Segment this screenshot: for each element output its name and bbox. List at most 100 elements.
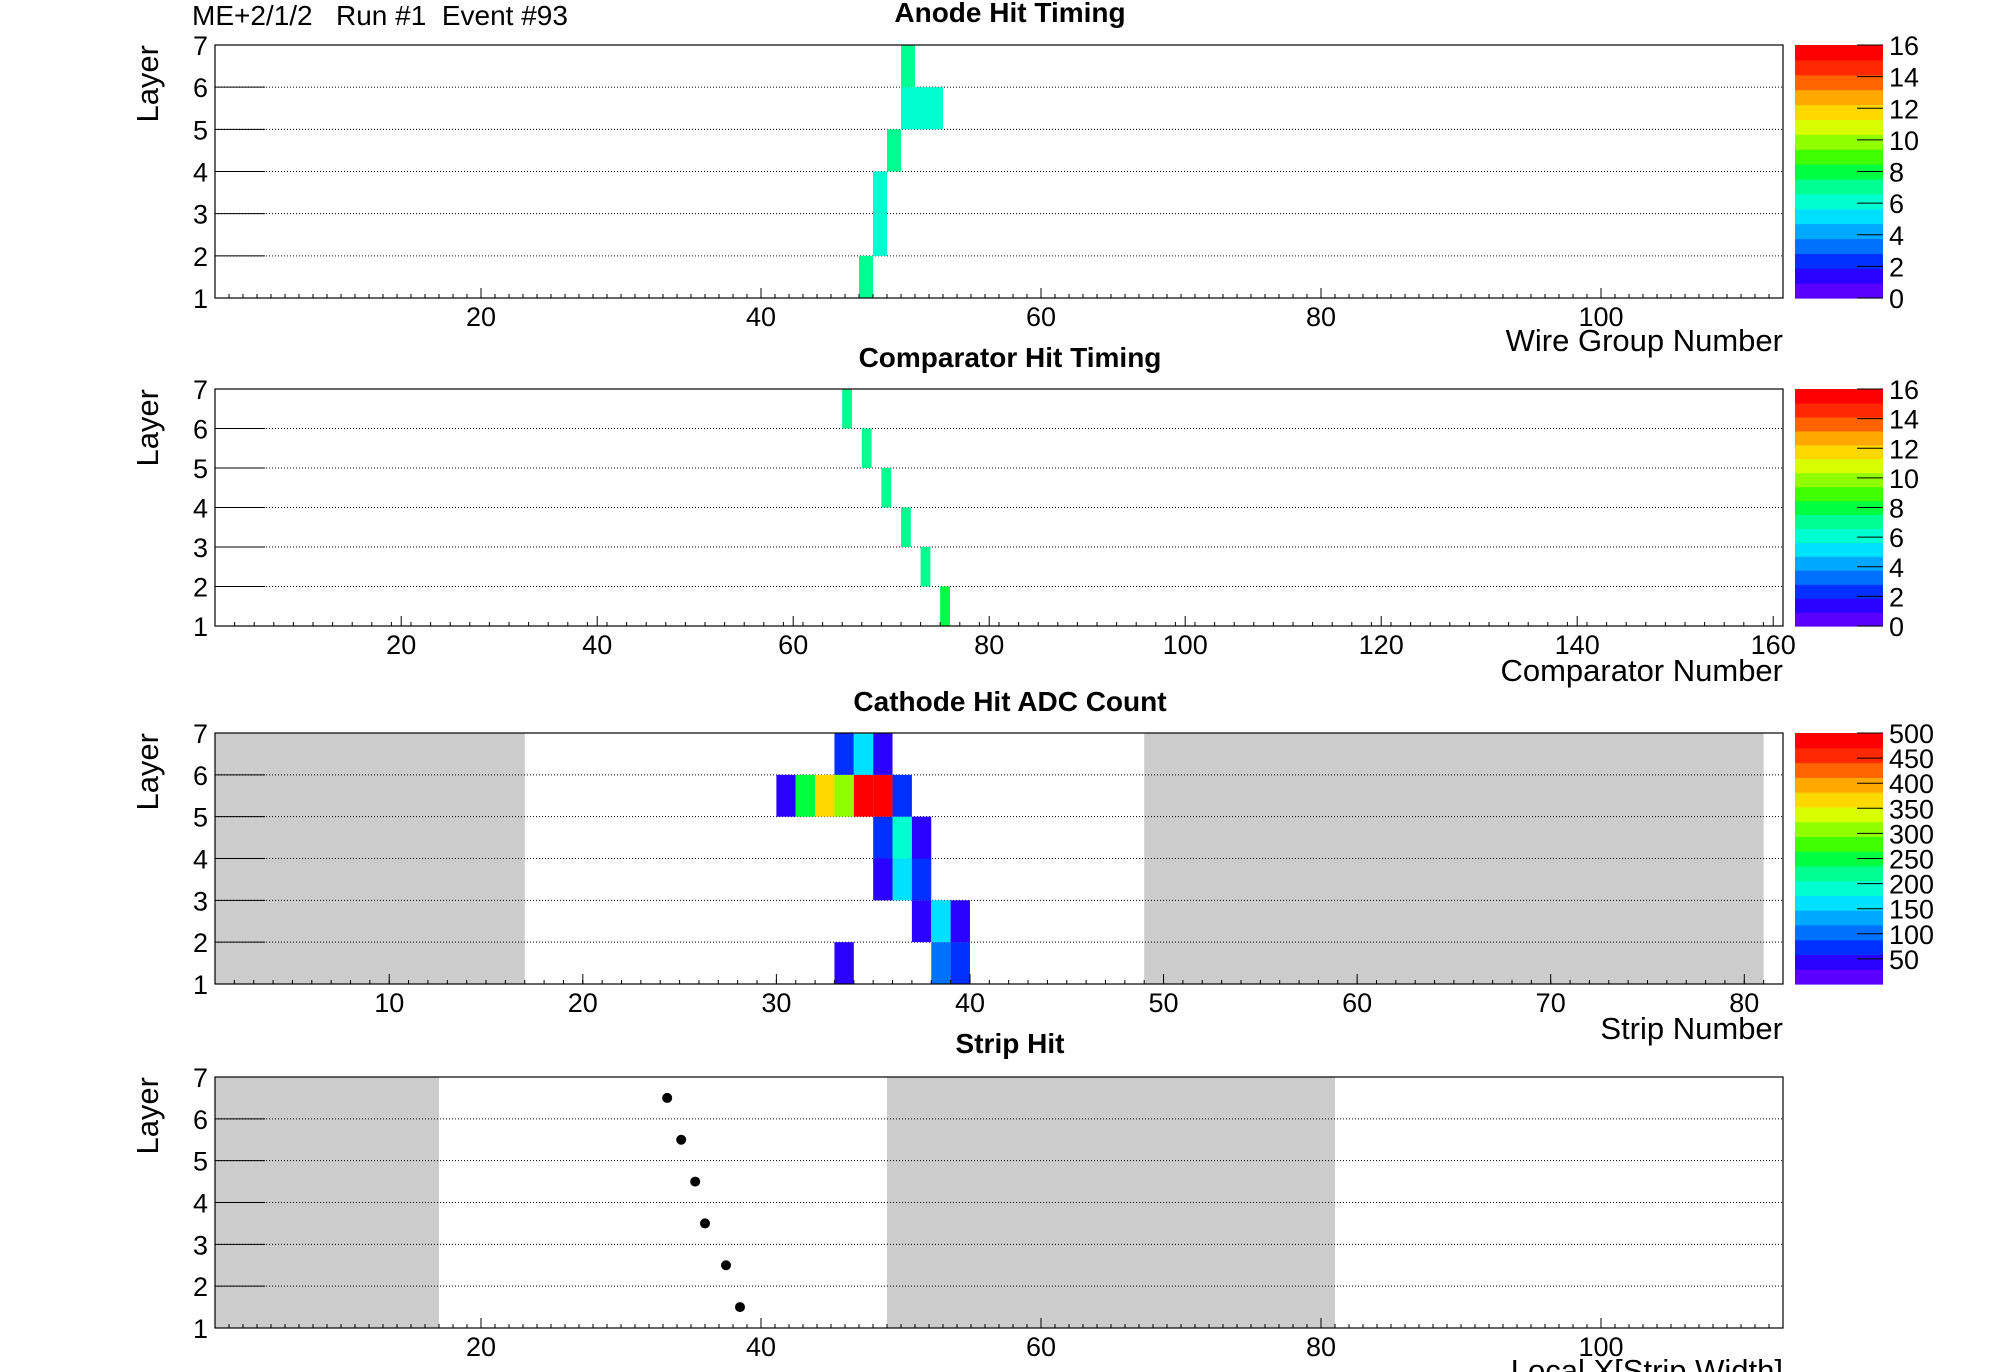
y-tick-label: 6 xyxy=(193,1105,208,1135)
colorbar-band xyxy=(1795,389,1883,404)
x-tick-label: 80 xyxy=(1306,1332,1336,1362)
colorbar-band xyxy=(1795,836,1883,852)
colorbar-tick-label: 12 xyxy=(1889,94,1919,124)
shaded-region xyxy=(887,1077,1335,1328)
heatmap-cell xyxy=(929,87,943,130)
colorbar-band xyxy=(1795,806,1883,823)
colorbar-band xyxy=(1795,865,1883,882)
x-tick-label: 10 xyxy=(374,988,404,1018)
colorbar-tick-label: 150 xyxy=(1889,895,1934,925)
x-tick-label: 120 xyxy=(1359,630,1404,660)
x-tick-label: 40 xyxy=(746,1332,776,1362)
data-point xyxy=(721,1260,731,1271)
colorbar-tick-label: 450 xyxy=(1889,744,1934,774)
colorbar-band xyxy=(1795,430,1883,446)
colorbar-band xyxy=(1795,89,1883,106)
heatmap-cell xyxy=(815,774,835,817)
colorbar-tick-label: 16 xyxy=(1889,375,1919,405)
heatmap-cell xyxy=(892,774,912,817)
colorbar-band xyxy=(1795,193,1883,210)
colorbar-tick-label: 10 xyxy=(1889,464,1919,494)
colorbar-band xyxy=(1795,283,1883,299)
data-point xyxy=(700,1218,710,1229)
chart-title: Strip Hit xyxy=(956,1028,1065,1059)
event-header: ME+2/1/2 Run #1 Event #93 xyxy=(192,0,568,32)
y-tick-label: 5 xyxy=(193,115,208,145)
heatmap-cell xyxy=(853,774,874,817)
colorbar-band xyxy=(1795,268,1883,284)
y-tick-label: 4 xyxy=(193,494,208,524)
colorbar-tick-label: 4 xyxy=(1889,221,1904,251)
colorbar-band xyxy=(1795,895,1883,911)
heatmap-cell xyxy=(795,774,816,817)
heatmap-cell xyxy=(911,900,932,943)
x-tick-label: 100 xyxy=(1578,1332,1623,1362)
colorbar-tick-label: 400 xyxy=(1889,769,1934,799)
colorbar-band xyxy=(1795,500,1883,516)
heatmap-cell xyxy=(873,213,887,256)
x-tick-label: 80 xyxy=(1306,302,1336,332)
x-tick-label: 100 xyxy=(1163,630,1208,660)
panel-3: 10 20 30 40 50 60 70 80 1 2 3 4 5 6 7 Cathode Hit ADC C… xyxy=(130,686,1934,1046)
colorbar-band xyxy=(1795,74,1883,91)
heatmap-cell xyxy=(950,900,970,943)
heatmap-cell xyxy=(901,507,911,547)
y-tick-label: 3 xyxy=(193,886,208,916)
colorbar-band xyxy=(1795,880,1883,897)
colorbar-band xyxy=(1795,851,1883,867)
colorbar-tick-label: 350 xyxy=(1889,794,1934,824)
colorbar-band xyxy=(1795,924,1883,941)
heatmap-cell xyxy=(901,45,915,88)
colorbar-tick-label: 2 xyxy=(1889,582,1904,612)
x-tick-label: 40 xyxy=(746,302,776,332)
y-tick-label: 7 xyxy=(193,719,208,749)
heatmap-cell xyxy=(834,942,854,984)
y-tick-label: 6 xyxy=(193,73,208,103)
heatmap-cell xyxy=(892,816,912,859)
heatmap-cell xyxy=(915,87,929,130)
y-tick-label: 3 xyxy=(193,533,208,563)
x-tick-label: 20 xyxy=(568,988,598,1018)
data-point xyxy=(662,1092,673,1103)
colorbar-band xyxy=(1795,164,1883,180)
y-tick-label: 1 xyxy=(193,970,208,1000)
colorbar-band xyxy=(1795,514,1883,530)
heatmap-cell xyxy=(873,171,887,214)
y-axis-label: Layer xyxy=(130,733,165,811)
colorbar-tick-label: 500 xyxy=(1889,719,1934,749)
colorbar-band xyxy=(1795,821,1883,837)
x-axis-label: Local X[Strip Width] xyxy=(1511,1353,1783,1372)
y-tick-label: 1 xyxy=(193,1314,208,1344)
panel-4: 20 40 60 80 100 1 2 3 4 5 6 7 Strip Hit Local X[Strip… xyxy=(130,1028,1784,1372)
x-tick-label: 40 xyxy=(955,988,985,1018)
x-tick-label: 50 xyxy=(1149,988,1179,1018)
y-tick-label: 2 xyxy=(193,928,208,958)
colorbar-band xyxy=(1795,45,1883,61)
y-tick-label: 1 xyxy=(193,612,208,642)
colorbar-band xyxy=(1795,556,1883,571)
y-tick-label: 7 xyxy=(193,31,208,61)
colorbar-tick-label: 8 xyxy=(1889,158,1904,188)
heatmap-cell xyxy=(920,547,931,587)
chart-title: Comparator Hit Timing xyxy=(859,342,1162,373)
run-label: Run #1 xyxy=(335,0,427,31)
colorbar-band xyxy=(1795,969,1883,985)
y-tick-label: 5 xyxy=(193,803,208,833)
y-axis-label: Layer xyxy=(130,389,165,467)
y-tick-label: 2 xyxy=(193,242,208,272)
colorbar-tick-label: 2 xyxy=(1889,252,1904,282)
colorbar-band xyxy=(1795,223,1883,240)
colorbar-band xyxy=(1795,528,1883,543)
chart-title: Anode Hit Timing xyxy=(894,0,1125,28)
heatmap-cell xyxy=(901,87,915,130)
y-axis-label: Layer xyxy=(130,45,165,123)
colorbar-band xyxy=(1795,486,1883,502)
colorbar-tick-label: 14 xyxy=(1889,405,1919,435)
colorbar-tick-label: 0 xyxy=(1889,612,1904,642)
colorbar-band xyxy=(1795,747,1883,764)
y-tick-label: 2 xyxy=(193,573,208,603)
colorbar-band xyxy=(1795,584,1883,599)
x-tick-label: 20 xyxy=(466,302,496,332)
y-tick-label: 2 xyxy=(193,1272,208,1302)
y-axis-label: Layer xyxy=(130,1077,165,1155)
